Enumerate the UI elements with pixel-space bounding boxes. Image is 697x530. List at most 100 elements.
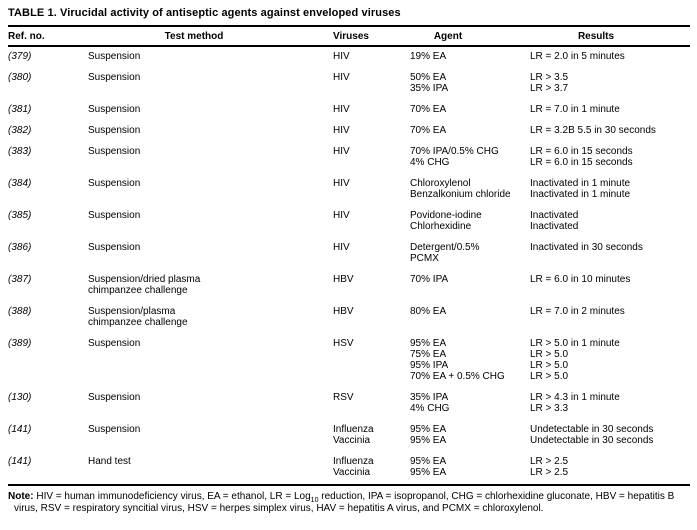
viruses-cell: RSV bbox=[333, 392, 410, 424]
ref-no-cell: (141) bbox=[8, 424, 88, 456]
ref-no-cell: (384) bbox=[8, 178, 88, 210]
table-row: (141) Suspension Influenza Vaccinia 95% EA 95… bbox=[8, 424, 690, 456]
cell-line: HSV bbox=[333, 338, 354, 349]
cell-line: LR > 3.3 bbox=[530, 403, 569, 414]
ref-no-cell: (380) bbox=[8, 72, 88, 104]
agent-cell: 95% EA 95% EA bbox=[410, 456, 530, 485]
ref-no-cell: (388) bbox=[8, 306, 88, 338]
agent-cell: Chloroxylenol Benzalkonium chloride bbox=[410, 178, 530, 210]
cell-line: HBV bbox=[333, 274, 354, 285]
cell-line: Suspension bbox=[88, 424, 141, 435]
test-method-cell: Suspension bbox=[88, 178, 333, 210]
cell-line: Suspension bbox=[88, 178, 141, 189]
cell-line: Suspension bbox=[88, 72, 141, 83]
cell-line: (382) bbox=[8, 125, 32, 136]
cell-line: (380) bbox=[8, 72, 32, 83]
cell-line: LR > 5.0 bbox=[530, 349, 569, 360]
cell-line: PCMX bbox=[410, 253, 439, 264]
cell-line: Inactivated in 30 seconds bbox=[530, 242, 643, 253]
cell-line: Influenza bbox=[333, 424, 374, 435]
viruses-cell: HIV bbox=[333, 146, 410, 178]
cell-line: HIV bbox=[333, 210, 350, 221]
results-cell: LR = 3.2B 5.5 in 30 seconds bbox=[530, 125, 690, 146]
agent-cell: Detergent/0.5% PCMX bbox=[410, 242, 530, 274]
cell-line: chimpanzee challenge bbox=[88, 317, 188, 328]
cell-line: Detergent/0.5% bbox=[410, 242, 480, 253]
table-body: (379) Suspension HIV 19% EA LR = 2.0 in 5 mi… bbox=[8, 46, 690, 485]
cell-line: (130) bbox=[8, 392, 32, 403]
ref-no-cell: (382) bbox=[8, 125, 88, 146]
cell-line: Undetectable in 30 seconds bbox=[530, 424, 654, 435]
cell-line: 95% EA bbox=[410, 456, 447, 467]
results-cell: Inactivated in 1 minute Inactivated in 1 … bbox=[530, 178, 690, 210]
table-row: (384) Suspension HIV Chloroxylenol Benzalkon… bbox=[8, 178, 690, 210]
table-note: Note: HIV = human immunodeficiency virus… bbox=[8, 486, 697, 515]
cell-line: (384) bbox=[8, 178, 32, 189]
viruses-cell: HIV bbox=[333, 72, 410, 104]
results-cell: Inactivated in 30 seconds bbox=[530, 242, 690, 274]
test-method-cell: Suspension bbox=[88, 338, 333, 392]
agent-cell: Povidone-iodine Chlorhexidine bbox=[410, 210, 530, 242]
cell-line: Suspension bbox=[88, 104, 141, 115]
results-cell: LR = 7.0 in 2 minutes bbox=[530, 306, 690, 338]
cell-line: Undetectable in 30 seconds bbox=[530, 435, 654, 446]
ref-no-cell: (130) bbox=[8, 392, 88, 424]
cell-line: 75% EA bbox=[410, 349, 447, 360]
cell-line: Inactivated bbox=[530, 221, 579, 232]
test-method-cell: Suspension bbox=[88, 242, 333, 274]
cell-line: Suspension/dried plasma bbox=[88, 274, 201, 285]
table-title: TABLE 1. Virucidal activity of antisepti… bbox=[8, 7, 401, 19]
ref-no-cell: (141) bbox=[8, 456, 88, 485]
results-cell: LR = 2.0 in 5 minutes bbox=[530, 46, 690, 72]
note-subscript: 10 bbox=[310, 497, 319, 504]
cell-line: LR > 2.5 bbox=[530, 456, 569, 467]
cell-line: LR = 3.2B 5.5 in 30 seconds bbox=[530, 125, 656, 136]
ref-no-cell: (386) bbox=[8, 242, 88, 274]
ref-no-cell: (381) bbox=[8, 104, 88, 125]
cell-line: (383) bbox=[8, 146, 32, 157]
ref-no-cell: (385) bbox=[8, 210, 88, 242]
cell-line: Inactivated in 1 minute bbox=[530, 178, 631, 189]
column-header-test-method: Test method bbox=[88, 26, 333, 47]
cell-line: Chloroxylenol bbox=[410, 178, 471, 189]
viruses-cell: HBV bbox=[333, 274, 410, 306]
test-method-cell: Suspension/dried plasma chimpanzee challe… bbox=[88, 274, 333, 306]
cell-line: Inactivated bbox=[530, 210, 579, 221]
cell-line: LR > 5.0 bbox=[530, 360, 569, 371]
results-cell: LR = 7.0 in 1 minute bbox=[530, 104, 690, 125]
cell-line: LR = 6.0 in 15 seconds bbox=[530, 146, 633, 157]
cell-line: (141) bbox=[8, 456, 32, 467]
cell-line: 35% IPA bbox=[410, 83, 449, 94]
header-row: Ref. no. Test method Viruses Agent Resul… bbox=[8, 26, 690, 47]
viruses-cell: HIV bbox=[333, 178, 410, 210]
cell-line: 95% EA bbox=[410, 467, 447, 478]
cell-line: LR > 5.0 in 1 minute bbox=[530, 338, 620, 349]
cell-line: Suspension bbox=[88, 146, 141, 157]
test-method-cell: Suspension bbox=[88, 392, 333, 424]
agent-cell: 70% IPA bbox=[410, 274, 530, 306]
cell-line: Influenza bbox=[333, 456, 374, 467]
agent-cell: 35% IPA 4% CHG bbox=[410, 392, 530, 424]
table-row: (130) Suspension RSV 35% IPA 4% CHG LR > 4.3 … bbox=[8, 392, 690, 424]
table-row: (382) Suspension HIV 70% EA LR = 3.2B 5.5 in… bbox=[8, 125, 690, 146]
cell-line: LR > 3.7 bbox=[530, 83, 569, 94]
cell-line: HIV bbox=[333, 146, 350, 157]
cell-line: Suspension bbox=[88, 242, 141, 253]
table-row: (141) Hand test Influenza Vaccinia 95% EA 95%… bbox=[8, 456, 690, 485]
cell-line: (379) bbox=[8, 51, 32, 62]
cell-line: Povidone-iodine bbox=[410, 210, 482, 221]
agent-cell: 70% IPA/0.5% CHG 4% CHG bbox=[410, 146, 530, 178]
cell-line: 70% EA bbox=[410, 125, 447, 136]
table-row: (385) Suspension HIV Povidone-iodine Chlorhe… bbox=[8, 210, 690, 242]
test-method-cell: Suspension bbox=[88, 46, 333, 72]
cell-line: Inactivated in 1 minute bbox=[530, 189, 631, 200]
results-cell: LR > 4.3 in 1 minute LR > 3.3 bbox=[530, 392, 690, 424]
cell-line: 70% IPA bbox=[410, 274, 449, 285]
agent-cell: 70% EA bbox=[410, 125, 530, 146]
cell-line: 70% IPA/0.5% CHG bbox=[410, 146, 499, 157]
cell-line: LR = 2.0 in 5 minutes bbox=[530, 51, 625, 62]
test-method-cell: Hand test bbox=[88, 456, 333, 485]
cell-line: HIV bbox=[333, 242, 350, 253]
cell-line: 95% EA bbox=[410, 424, 447, 435]
table-row: (381) Suspension HIV 70% EA LR = 7.0 in 1 mi… bbox=[8, 104, 690, 125]
